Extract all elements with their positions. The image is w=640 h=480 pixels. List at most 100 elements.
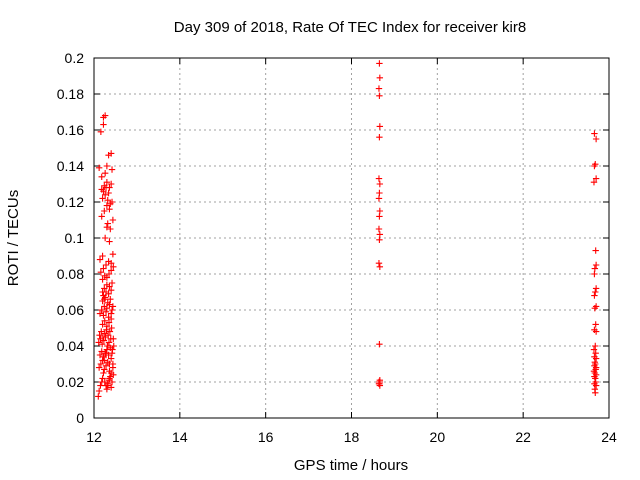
- data-point: [106, 375, 113, 382]
- data-point: [102, 261, 110, 269]
- data-point: [592, 288, 599, 296]
- data-point: [99, 375, 106, 382]
- data-point: [101, 330, 108, 337]
- data-point: [103, 224, 111, 231]
- x-tick-label: 12: [86, 429, 102, 445]
- y-tick-label: 0.08: [57, 266, 84, 282]
- y-tick-label: 0.14: [57, 158, 84, 174]
- data-point: [591, 162, 598, 170]
- data-point: [101, 285, 108, 292]
- data-point: [376, 60, 383, 67]
- data-point: [101, 112, 109, 119]
- y-tick-label: 0.02: [57, 374, 84, 390]
- data-point: [108, 166, 116, 173]
- data-point: [108, 279, 116, 287]
- data-point: [376, 92, 383, 99]
- data-point: [376, 263, 384, 270]
- data-point: [592, 328, 600, 335]
- data-point: [107, 369, 115, 377]
- data-point: [107, 200, 114, 207]
- data-point: [107, 384, 115, 391]
- data-point: [110, 342, 117, 350]
- data-point: [95, 164, 103, 171]
- data-point: [107, 150, 115, 157]
- data-point: [107, 260, 115, 267]
- data-point: [110, 263, 117, 270]
- y-axis-label: ROTI / TECUs: [5, 190, 22, 286]
- data-point: [103, 162, 111, 170]
- data-point: [376, 341, 383, 348]
- data-point: [107, 296, 114, 303]
- y-tick-label: 0.1: [65, 230, 85, 246]
- data-point: [592, 389, 599, 396]
- data-point: [376, 134, 383, 141]
- data-point: [108, 324, 115, 332]
- data-point: [95, 387, 103, 395]
- data-point: [108, 306, 116, 314]
- data-point: [376, 207, 384, 215]
- data-point: [101, 366, 108, 373]
- data-point: [101, 357, 108, 364]
- data-point: [98, 173, 105, 180]
- data-point: [592, 175, 600, 182]
- data-point: [96, 256, 104, 263]
- data-point: [96, 351, 104, 359]
- data-points: [95, 60, 600, 400]
- data-point: [109, 216, 117, 224]
- data-point: [103, 274, 111, 281]
- data-point: [97, 360, 105, 368]
- series-cluster-12h: [95, 112, 117, 400]
- data-point: [99, 195, 106, 202]
- data-point: [375, 175, 383, 182]
- data-point: [107, 287, 115, 294]
- data-point: [101, 234, 109, 242]
- data-point: [98, 328, 105, 335]
- data-point: [99, 252, 106, 260]
- data-point: [100, 265, 107, 272]
- data-point: [376, 378, 384, 386]
- y-tick-label: 0.16: [57, 122, 84, 138]
- chart-title: Day 309 of 2018, Rate Of TEC Index for r…: [174, 19, 526, 36]
- data-point: [110, 335, 117, 342]
- data-point: [102, 308, 110, 315]
- y-tick-label: 0.12: [57, 194, 84, 210]
- data-point: [105, 339, 113, 346]
- data-point: [99, 288, 106, 296]
- data-point: [376, 74, 384, 81]
- data-point: [106, 328, 114, 335]
- series-cluster-18.7h: [375, 60, 384, 389]
- data-point: [101, 170, 109, 177]
- y-tick-label: 0.04: [57, 338, 84, 354]
- data-point: [95, 393, 102, 400]
- data-point: [375, 225, 383, 233]
- data-point: [101, 207, 108, 215]
- data-point: [103, 386, 111, 393]
- data-point: [376, 231, 384, 238]
- data-point: [95, 364, 103, 371]
- x-tick-label: 18: [344, 429, 360, 445]
- data-point: [103, 305, 111, 312]
- y-tick-label: 0.2: [65, 50, 85, 66]
- y-tick-label: 0: [76, 410, 84, 426]
- data-point: [100, 121, 107, 128]
- data-point: [101, 296, 108, 303]
- y-tick-label: 0.18: [57, 86, 84, 102]
- x-tick-label: 22: [515, 429, 531, 445]
- data-point: [104, 220, 111, 227]
- data-point: [104, 332, 112, 339]
- data-point: [109, 346, 116, 353]
- data-point: [104, 299, 111, 306]
- data-point: [107, 180, 115, 188]
- data-point: [107, 225, 114, 233]
- data-point: [591, 130, 598, 137]
- data-point: [106, 360, 113, 368]
- data-point: [103, 202, 111, 209]
- data-point: [105, 270, 113, 278]
- data-point: [108, 378, 116, 386]
- data-point: [100, 337, 108, 344]
- data-point: [590, 346, 598, 353]
- data-point: [592, 247, 599, 254]
- data-point: [106, 238, 113, 245]
- data-point: [100, 312, 107, 319]
